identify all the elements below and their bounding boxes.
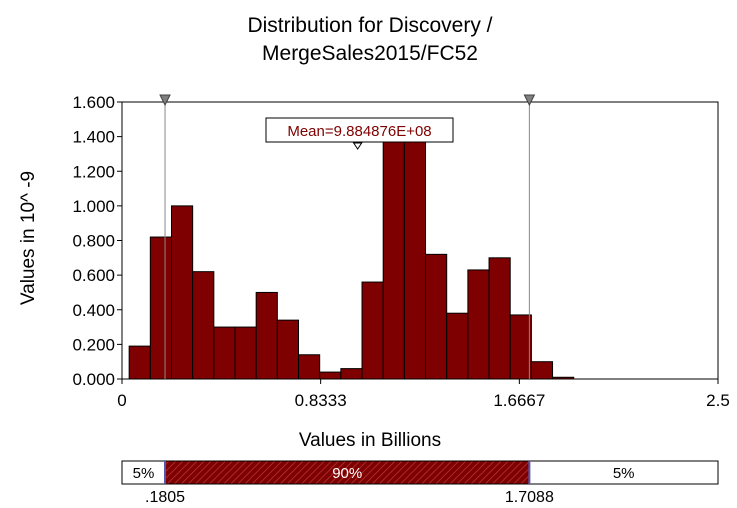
percentile-segment-label: 90% — [332, 465, 362, 482]
y-tick-label: 1.000 — [72, 197, 115, 216]
histogram-bar — [510, 315, 531, 379]
histogram-bar — [320, 372, 341, 379]
histogram-bar — [404, 137, 425, 379]
histogram-bar — [531, 362, 552, 379]
percentile-marker-handle — [160, 95, 170, 105]
histogram-bar — [235, 327, 256, 379]
histogram-bar — [171, 206, 192, 379]
histogram-bar — [489, 258, 510, 379]
y-tick-label: 0.400 — [72, 301, 115, 320]
histogram-bar — [256, 292, 277, 379]
percentile-value-label: 1.7088 — [505, 489, 554, 506]
mean-marker — [354, 143, 362, 149]
histogram-bar — [468, 270, 489, 379]
x-tick-label: 1.6667 — [493, 391, 545, 410]
percentile-segment-label: 5% — [613, 465, 635, 482]
x-tick-label: 0.8333 — [295, 391, 347, 410]
x-axis-label: Values in Billions — [299, 430, 441, 451]
y-tick-label: 0.000 — [72, 370, 115, 389]
histogram-bar — [553, 377, 574, 379]
percentile-segment-label: 5% — [133, 465, 155, 482]
histogram-bar — [299, 355, 320, 379]
histogram-bar — [150, 237, 171, 379]
percentile-marker-handle — [524, 95, 534, 105]
chart-title-line-1: Distribution for Discovery / — [247, 14, 492, 37]
histogram-bar — [383, 137, 404, 379]
percentile-value-label: .1805 — [145, 489, 185, 506]
y-tick-label: 0.800 — [72, 232, 115, 251]
histogram-bar — [341, 369, 362, 379]
histogram-bar — [277, 320, 298, 379]
y-tick-label: 1.600 — [72, 93, 115, 112]
histogram-bar — [362, 282, 383, 379]
x-tick-label: 0 — [117, 391, 126, 410]
y-tick-label: 1.400 — [72, 128, 115, 147]
y-axis-label: Values in 10^ -9 — [18, 171, 39, 305]
y-tick-label: 1.200 — [72, 162, 115, 181]
y-tick-label: 0.600 — [72, 266, 115, 285]
histogram-bar — [193, 272, 214, 379]
histogram-bar — [447, 313, 468, 379]
histogram-bar — [214, 327, 235, 379]
mean-label: Mean=9.884876E+08 — [287, 123, 431, 140]
histogram-bar — [129, 346, 150, 379]
x-tick-label: 2.5 — [706, 391, 730, 410]
histogram-bar — [426, 254, 447, 379]
chart-title-line-2: MergeSales2015/FC52 — [262, 42, 478, 65]
y-tick-label: 0.200 — [72, 335, 115, 354]
